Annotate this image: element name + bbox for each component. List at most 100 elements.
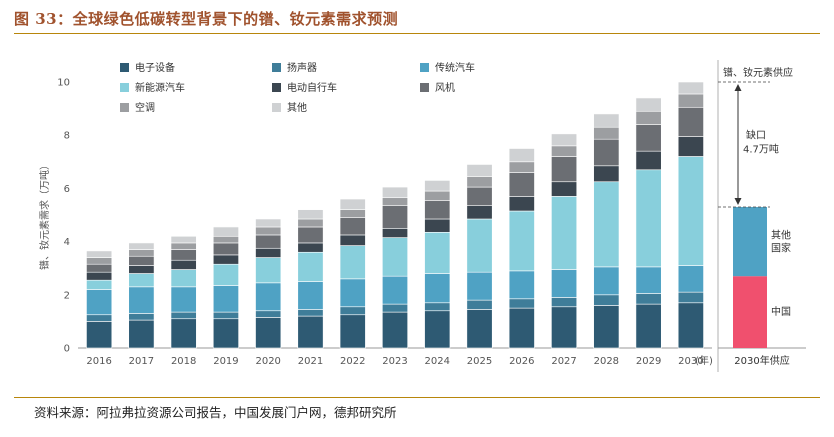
bar-segment xyxy=(297,309,324,317)
supply-title: 镨、钕元素供应 xyxy=(723,66,793,79)
bar-segment xyxy=(466,299,493,310)
bar-segment xyxy=(466,186,493,206)
bar-segment xyxy=(677,136,704,157)
bar-segment xyxy=(382,228,408,238)
bar-segment xyxy=(424,310,451,349)
bar-segment xyxy=(635,124,662,152)
bar-segment xyxy=(635,303,662,349)
bar-segment xyxy=(382,205,408,229)
bar-segment xyxy=(551,145,578,157)
bar-segment xyxy=(551,306,578,349)
bar-segment xyxy=(424,231,451,274)
bar-segment xyxy=(86,250,113,258)
bar-segment xyxy=(297,251,324,282)
bar-segment xyxy=(551,156,578,183)
legend-swatch xyxy=(120,103,129,112)
bar-segment xyxy=(339,278,366,308)
bar-segment xyxy=(508,298,535,309)
bar-segment xyxy=(86,314,113,322)
title-rule xyxy=(14,33,820,34)
bar-segment xyxy=(635,110,662,125)
figure-title: 图 33：全球绿色低碳转型背景下的镨、钕元素需求预测 xyxy=(14,10,399,28)
x-tick-label: 2019 xyxy=(213,356,238,367)
supply-bar-label: 2030年供应 xyxy=(734,354,789,367)
bar-segment xyxy=(212,318,239,349)
bar-segment xyxy=(551,269,578,298)
bar-segment xyxy=(170,242,197,250)
bar-segment xyxy=(635,293,662,305)
bar-segment xyxy=(339,198,366,210)
legend-label: 空调 xyxy=(135,101,155,114)
y-tick-label: 8 xyxy=(64,131,70,142)
supply-bar-segment xyxy=(733,207,767,277)
x-tick-label: 2024 xyxy=(425,356,450,367)
bar-segment xyxy=(508,196,535,212)
bar-segment xyxy=(255,282,282,312)
bar-segment xyxy=(255,226,282,236)
bar-segment xyxy=(382,186,408,199)
legend-label: 扬声器 xyxy=(287,61,317,74)
bar-segment xyxy=(339,245,366,280)
supply-segment-label: 其他 xyxy=(771,229,791,242)
y-tick-label: 2 xyxy=(64,290,70,301)
x-tick-label: 2018 xyxy=(171,356,196,367)
bar-segment xyxy=(382,303,408,313)
bar-segment xyxy=(212,263,239,286)
bar-segment xyxy=(551,133,578,147)
bar-segment xyxy=(170,249,197,261)
x-tick-label: 2022 xyxy=(340,356,365,367)
x-tick-label: 2027 xyxy=(551,356,576,367)
bar-segment xyxy=(297,209,324,220)
bar-segment xyxy=(635,169,662,268)
bar-segment xyxy=(593,294,620,306)
bar-segment xyxy=(677,265,704,293)
bar-segment xyxy=(339,306,366,316)
legend-swatch xyxy=(120,63,129,72)
bar-segment xyxy=(212,242,239,256)
bar-segment xyxy=(86,321,113,349)
bar-segment xyxy=(170,269,197,288)
bar-segment xyxy=(297,226,324,244)
bar-segment xyxy=(677,302,704,349)
supply-bar-segment xyxy=(733,276,767,348)
bar-segment xyxy=(593,165,620,183)
bar-segment xyxy=(677,81,704,95)
bar-segment xyxy=(128,286,155,314)
bar-segment xyxy=(382,311,408,349)
bar-segment xyxy=(508,161,535,173)
bar-segment xyxy=(593,305,620,349)
bar-segment xyxy=(382,275,408,305)
bar-segment xyxy=(297,242,324,253)
bar-segment xyxy=(170,286,197,313)
bar-segment xyxy=(382,237,408,277)
bar-segment xyxy=(212,285,239,313)
bar-segment xyxy=(424,190,451,201)
y-tick-label: 6 xyxy=(64,184,70,195)
bar-segment xyxy=(170,259,197,270)
x-unit-label: (年) xyxy=(695,354,713,367)
bar-segment xyxy=(593,138,620,167)
legend-swatch xyxy=(272,83,281,92)
x-tick-label: 2023 xyxy=(382,356,407,367)
bar-segment xyxy=(86,271,113,281)
supply-segment-label: 中国 xyxy=(771,305,791,318)
bar-segment xyxy=(424,218,451,233)
bar-segment xyxy=(551,196,578,270)
gap-arrow-head-up xyxy=(734,84,742,91)
x-tick-label: 2020 xyxy=(255,356,280,367)
footer-rule xyxy=(14,397,820,398)
bar-segment xyxy=(128,319,155,349)
bar-segment xyxy=(212,311,239,320)
x-tick-label: 2029 xyxy=(636,356,661,367)
legend-swatch xyxy=(272,103,281,112)
bar-segment xyxy=(128,265,155,274)
bar-segment xyxy=(635,150,662,171)
bar-segment xyxy=(212,235,239,244)
bar-segment xyxy=(466,205,493,220)
bar-segment xyxy=(508,148,535,163)
bar-segment xyxy=(297,315,324,349)
bar-segment xyxy=(128,313,155,321)
bar-segment xyxy=(424,273,451,304)
bar-segment xyxy=(170,235,197,244)
bar-segment xyxy=(255,257,282,284)
